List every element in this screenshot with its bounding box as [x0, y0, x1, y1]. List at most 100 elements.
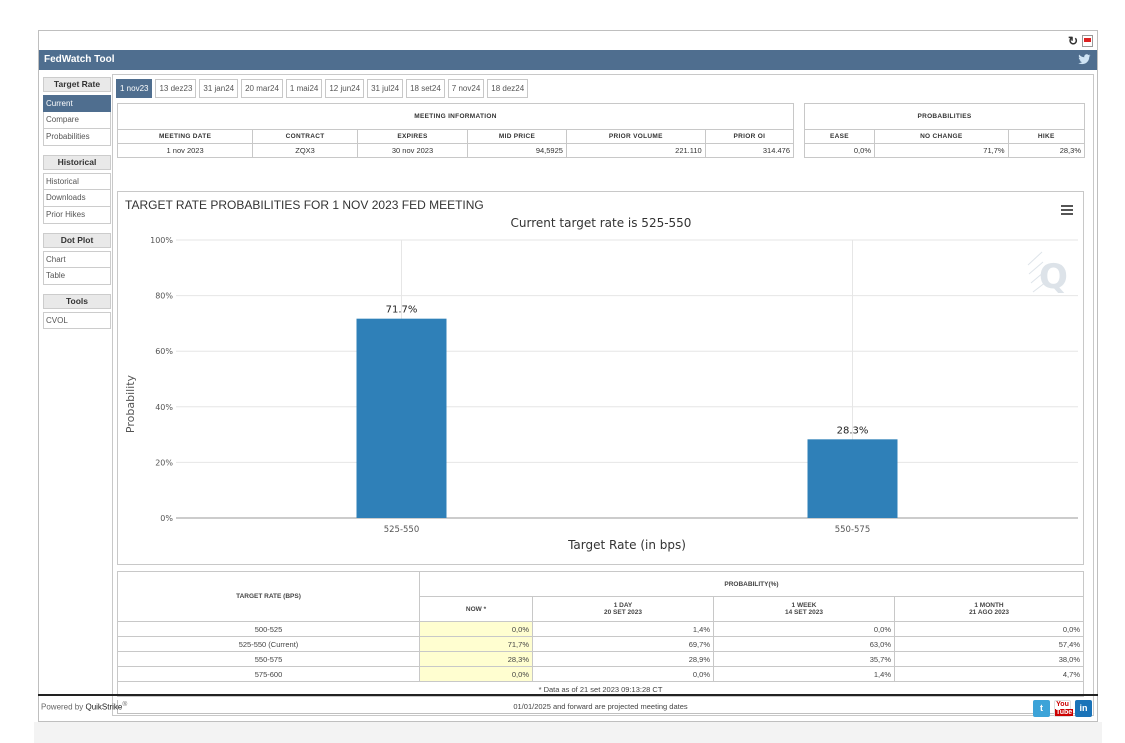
data-label: 28.3%	[837, 425, 869, 436]
main-panel: 1 nov23 13 dez23 31 jan24 20 mar24 1 mai…	[112, 74, 1094, 716]
footer: Powered by QuikStrike® t You Tube in	[38, 694, 1098, 722]
week-cell: 63,0%	[713, 636, 895, 652]
sidebar-heading-historical: Historical	[43, 155, 111, 170]
probability-chart: TARGET RATE PROBABILITIES FOR 1 NOV 2023…	[117, 191, 1084, 565]
tab-18-set24[interactable]: 18 set24	[406, 79, 445, 98]
col-1-month-label: 1 MONTH	[974, 602, 1004, 609]
col-prior-volume: PRIOR VOLUME	[565, 129, 706, 144]
col-1-month: 1 MONTH 21 AGO 2023	[894, 596, 1084, 622]
sidebar-item-chart[interactable]: Chart	[43, 251, 111, 268]
tab-18-dez24[interactable]: 18 dez24	[487, 79, 529, 98]
hike-value: 28,3%	[1007, 143, 1086, 158]
sidebar-item-downloads[interactable]: Downloads	[43, 190, 111, 207]
rate-cell: 500-525	[117, 621, 420, 637]
chart-title: TARGET RATE PROBABILITIES FOR 1 NOV 2023…	[125, 198, 484, 212]
pdf-icon[interactable]	[1082, 35, 1093, 47]
refresh-icon[interactable]: ↻	[1067, 34, 1079, 48]
data-as-of-note: * Data as of 21 set 2023 09:13:28 CT	[117, 681, 1084, 697]
week-cell: 35,7%	[713, 651, 895, 667]
now-cell: 71,7%	[419, 636, 533, 652]
tab-7-nov24[interactable]: 7 nov24	[447, 79, 485, 98]
quikstrike-link[interactable]: QuikStrike	[85, 702, 123, 712]
top-toolbar: ↻	[1067, 32, 1093, 50]
hamburger-menu-icon[interactable]	[1061, 205, 1073, 215]
col-expires: EXPIRES	[356, 129, 469, 144]
sidebar-item-table[interactable]: Table	[43, 268, 111, 285]
rate-cell: 575-600	[117, 666, 420, 682]
rate-cell: 550-575	[117, 651, 420, 667]
tab-31-jan24[interactable]: 31 jan24	[199, 79, 239, 98]
table-row: 525-550 (Current) 71,7% 69,7% 63,0% 57,4…	[117, 636, 1084, 652]
month-cell: 38,0%	[894, 651, 1084, 667]
x-tick-label: 525-550	[384, 525, 420, 535]
registered-mark: ®	[122, 701, 128, 708]
tab-31-jul24[interactable]: 31 jul24	[367, 79, 404, 98]
now-cell: 28,3%	[419, 651, 533, 667]
meeting-info-table: MEETING INFORMATION MEETING DATE CONTRAC…	[116, 103, 795, 158]
col-1-week-label: 1 WEEK	[791, 602, 817, 609]
day-cell: 1,4%	[532, 621, 714, 637]
mid-price-value: 94,5925	[467, 143, 567, 158]
col-mid-price: MID PRICE	[467, 129, 567, 144]
col-1-day: 1 DAY 20 SET 2023	[532, 596, 714, 622]
week-cell: 0,0%	[713, 621, 895, 637]
probabilities-summary-table: PROBABILITIES EASE NO CHANGE HIKE 0,0% 7…	[804, 103, 1086, 158]
social-links: t You Tube in	[1033, 700, 1092, 717]
month-cell: 57,4%	[894, 636, 1084, 652]
tab-1-mai24[interactable]: 1 mai24	[285, 79, 323, 98]
table-row: 550-575 28,3% 28,9% 35,7% 38,0%	[117, 651, 1084, 667]
tab-1-nov23[interactable]: 1 nov23	[116, 79, 153, 98]
sidebar-item-cvol[interactable]: CVOL	[43, 312, 111, 329]
col-1-week: 1 WEEK 14 SET 2023	[713, 596, 895, 622]
now-cell: 0,0%	[419, 666, 533, 682]
youtube-icon[interactable]: You Tube	[1054, 700, 1074, 717]
sidebar-item-current[interactable]: Current	[43, 95, 111, 112]
x-axis-label: Target Rate (in bps)	[567, 538, 686, 552]
month-cell: 4,7%	[894, 666, 1084, 682]
y-axis-label: Probability	[124, 374, 137, 433]
prior-oi-value: 314.476	[704, 143, 795, 158]
bar-525-550[interactable]	[356, 318, 447, 518]
col-probability-group: PROBABILITY(%)	[419, 571, 1084, 597]
expires-value: 30 nov 2023	[356, 143, 469, 158]
linkedin-icon[interactable]: in	[1075, 700, 1092, 717]
sidebar-heading-dot-plot: Dot Plot	[43, 233, 111, 248]
twitter-icon[interactable]	[1078, 54, 1091, 65]
day-cell: 28,9%	[532, 651, 714, 667]
y-tick-label: 80%	[155, 292, 173, 301]
app-title: FedWatch Tool	[44, 54, 115, 65]
rate-cell: 525-550 (Current)	[117, 636, 420, 652]
sidebar-item-historical[interactable]: Historical	[43, 173, 111, 190]
contract-value: ZQX3	[252, 143, 358, 158]
y-tick-label: 60%	[155, 347, 173, 356]
sidebar-item-prior-hikes[interactable]: Prior Hikes	[43, 207, 111, 224]
tab-12-jun24[interactable]: 12 jun24	[325, 79, 365, 98]
tool-titlebar: FedWatch Tool	[39, 50, 1097, 70]
data-label: 71.7%	[386, 305, 418, 316]
week-cell: 1,4%	[713, 666, 895, 682]
sidebar-item-compare[interactable]: Compare	[43, 112, 111, 129]
meeting-info-title: MEETING INFORMATION	[117, 103, 794, 130]
day-cell: 69,7%	[532, 636, 714, 652]
ease-value: 0,0%	[804, 143, 875, 158]
table-row: 575-600 0,0% 0,0% 1,4% 4,7%	[117, 666, 1084, 682]
col-now: NOW *	[419, 596, 533, 622]
tab-20-mar24[interactable]: 20 mar24	[241, 79, 283, 98]
bar-550-575[interactable]	[807, 439, 898, 518]
y-tick-label: 40%	[155, 403, 173, 412]
meeting-tabs: 1 nov23 13 dez23 31 jan24 20 mar24 1 mai…	[116, 79, 529, 98]
page-bottom-background	[34, 722, 1102, 743]
y-tick-label: 20%	[155, 458, 173, 467]
sidebar-item-probabilities[interactable]: Probabilities	[43, 129, 111, 146]
no-change-value: 71,7%	[874, 143, 1009, 158]
col-hike: HIKE	[1007, 129, 1086, 144]
twitter-icon[interactable]: t	[1033, 700, 1050, 717]
tab-13-dez23[interactable]: 13 dez23	[155, 79, 197, 98]
sidebar-heading-target-rate: Target Rate	[43, 77, 111, 92]
col-1-day-label: 1 DAY	[613, 602, 633, 609]
sidebar: Target Rate Current Compare Probabilitie…	[43, 77, 111, 329]
col-meeting-date: MEETING DATE	[116, 129, 254, 144]
col-no-change: NO CHANGE	[874, 129, 1009, 144]
fedwatch-tool: ↻ FedWatch Tool Target Rate Current Comp…	[38, 30, 1098, 722]
day-cell: 0,0%	[532, 666, 714, 682]
